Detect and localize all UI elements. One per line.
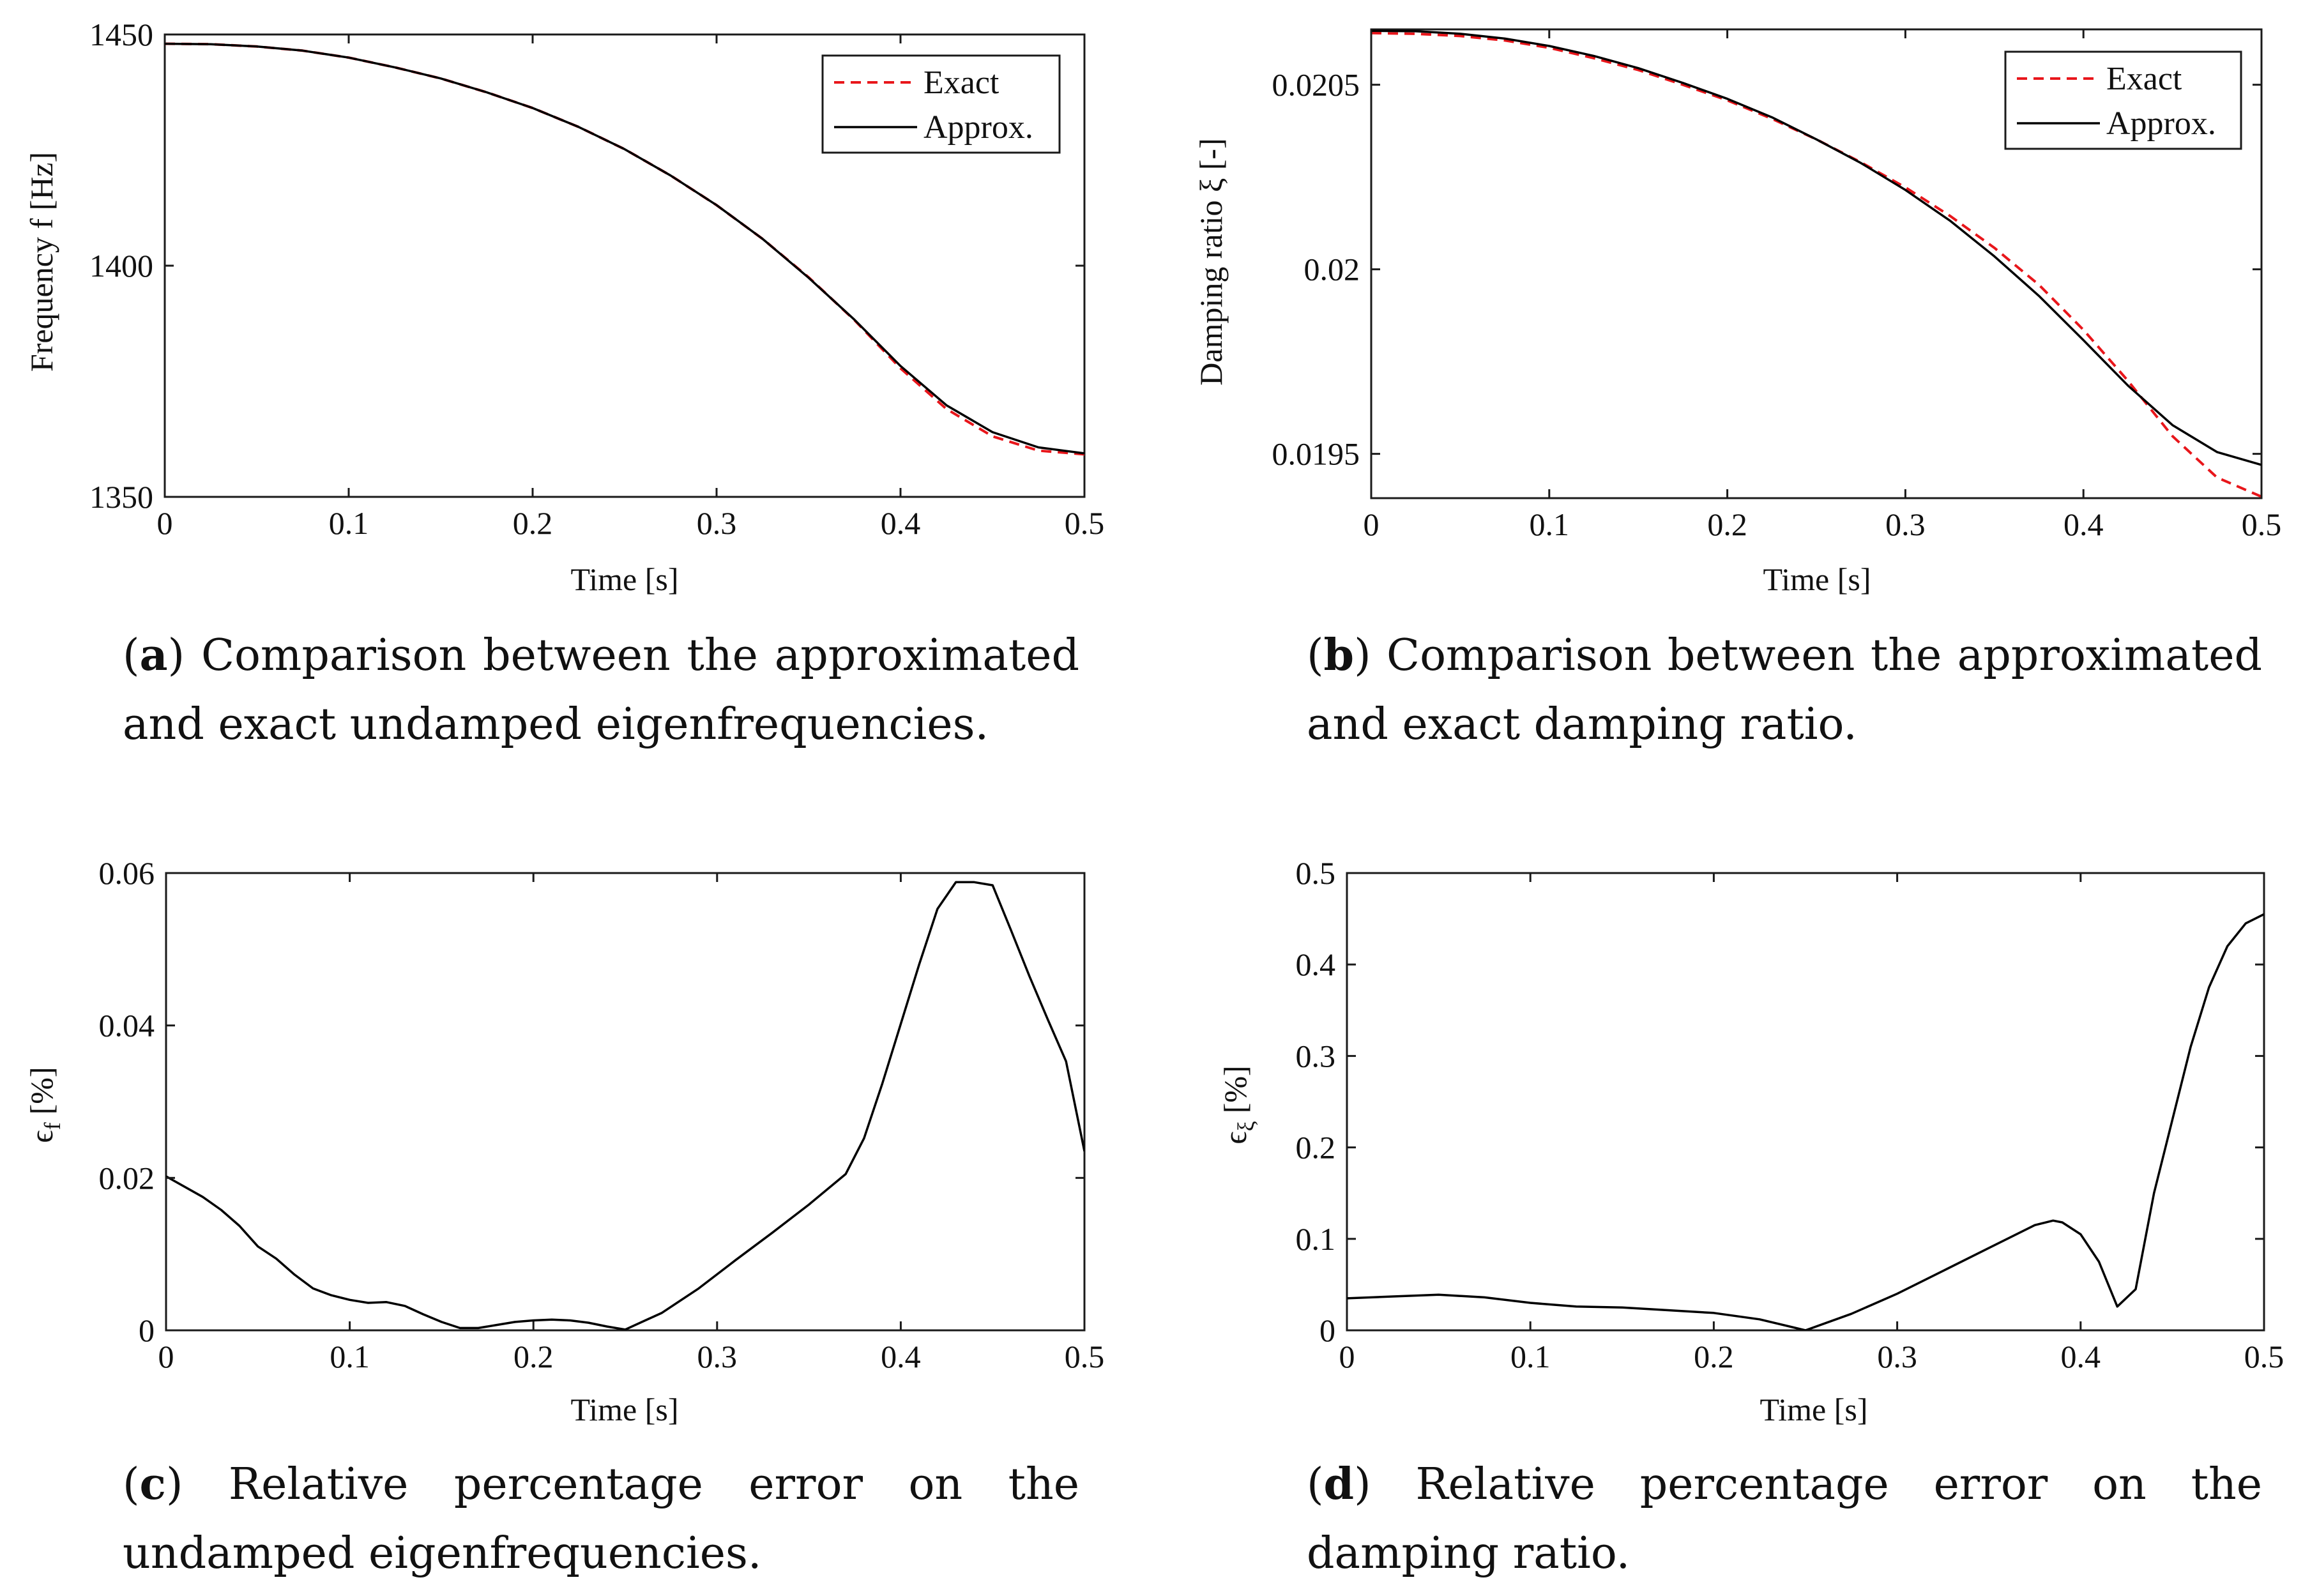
y-tick-label: 0.02 (99, 1160, 155, 1196)
y-axis-label: Frequency f [Hz] (24, 152, 59, 372)
series-line-approx (165, 42, 1084, 455)
x-tick-label: 0 (157, 505, 173, 541)
y-tick-label: 1350 (89, 479, 153, 515)
y-tick-label: 0 (1319, 1312, 1335, 1348)
y-tick-label: 0.1 (1296, 1221, 1336, 1257)
y-tick-label: 0.02 (1304, 252, 1360, 287)
y-axis-label-subscript: f (40, 1122, 65, 1130)
x-tick-label: 0.4 (881, 1339, 921, 1374)
legend-box (2004, 50, 2242, 150)
y-tick-label: 0.0195 (1272, 436, 1360, 472)
x-tick-label: 0.1 (329, 505, 369, 541)
caption-b: (b) Comparison between the approximated … (1307, 630, 2262, 750)
y-tick-label: 1400 (89, 248, 153, 284)
y-axis-label: ϵf [%] (24, 1067, 65, 1143)
panel-c: ϵf [%] Time [s] 0 0.1 0.2 0.3 0.4 0.5 0 0.02 0.04… (0, 830, 1152, 1596)
y-axis-label-symbol: ϵ (24, 1130, 59, 1143)
x-tick-label: 0.4 (881, 505, 921, 541)
y-axis-label-subscript: ξ (1233, 1121, 1259, 1131)
x-tick-label: 0.2 (513, 1339, 554, 1374)
series-line-error (1347, 913, 2264, 1330)
y-tick-label: 0.4 (1296, 946, 1336, 982)
caption-letter: d (1323, 1459, 1355, 1510)
y-axis-label-unit: [%] (24, 1067, 59, 1114)
caption-text: Comparison between the approximated and … (1307, 630, 2262, 750)
legend-label: Exact (923, 65, 999, 101)
caption-letter: a (139, 630, 168, 681)
chart-c: ϵf [%] Time [s] 0 0.1 0.2 0.3 0.4 0.5 0 0.02 0.04… (24, 855, 1105, 1427)
x-tick-label: 0 (158, 1339, 174, 1374)
y-tick-label: 0.0205 (1272, 67, 1360, 103)
plot-area-frame (1370, 28, 2263, 499)
plot-area-frame (1346, 872, 2265, 1332)
y-tick-label: 0.5 (1296, 855, 1336, 891)
caption-d: (d) Relative percentage error on the dam… (1307, 1459, 2262, 1579)
y-tick-label: 0.3 (1296, 1038, 1336, 1074)
x-axis-label: Time [s] (570, 561, 678, 597)
x-tick-label: 0.3 (1877, 1339, 1917, 1374)
chart-d: ϵξ [%] Time [s] 0 0.1 0.2 0.3 0.4 0.5 0 0.1 0.2 0.… (1217, 855, 2284, 1427)
x-tick-label: 0 (1364, 506, 1380, 542)
caption-letter: b (1323, 630, 1355, 681)
series-line-approx (1371, 29, 2261, 466)
x-tick-label: 0.5 (1065, 505, 1105, 541)
caption-text: Relative percentage error on the damping… (1307, 1459, 2262, 1579)
x-tick-label: 0.4 (2061, 1339, 2101, 1374)
y-axis-label-unit: [%] (1217, 1065, 1253, 1113)
y-tick-label: 0.06 (99, 855, 155, 891)
x-tick-label: 0.3 (697, 505, 737, 541)
legend-label: Approx. (923, 109, 1033, 146)
x-tick-label: 0.1 (1530, 506, 1570, 542)
x-tick-label: 0.5 (1065, 1339, 1105, 1374)
caption-a: (a) Comparison between the approximated … (123, 630, 1079, 750)
y-tick-label: 0.04 (99, 1008, 155, 1044)
chart-a: Frequency f [Hz] Time [s] 0 0.1 0.2 0.3 0.4 0… (24, 17, 1105, 597)
x-tick-label: 0.1 (330, 1339, 370, 1374)
panel-a: Frequency f [Hz] Time [s] 0 0.1 0.2 0.3 0.4 0… (0, 0, 1152, 766)
legend-label: Approx. (2106, 105, 2216, 142)
panel-b: Damping ratio ξ [-] Time [s] 0 0.1 0.2 0.3 0… (1152, 0, 2303, 766)
x-tick-label: 0.5 (2242, 506, 2282, 542)
caption-c: (c) Relative percentage error on the und… (123, 1459, 1079, 1579)
x-tick-label: 0.1 (1510, 1339, 1551, 1374)
y-axis-label: Damping ratio ξ [-] (1193, 138, 1229, 385)
y-axis-label-symbol: ϵ (1217, 1131, 1253, 1144)
x-tick-label: 0.2 (513, 505, 553, 541)
legend-box (821, 54, 1061, 154)
chart-b: Damping ratio ξ [-] Time [s] 0 0.1 0.2 0.3 0… (1193, 28, 2282, 597)
legend: Exact Approx. (821, 54, 1061, 154)
x-tick-label: 0.4 (2064, 506, 2104, 542)
x-axis-label: Time [s] (1763, 561, 1871, 597)
plot-area-frame (165, 872, 1086, 1332)
x-tick-label: 0.2 (1694, 1339, 1734, 1374)
caption-text: Comparison between the approximated and … (123, 630, 1079, 750)
x-tick-label: 0.5 (2244, 1339, 2284, 1374)
panel-d: ϵξ [%] Time [s] 0 0.1 0.2 0.3 0.4 0.5 0 0.1 0.2 0.… (1152, 830, 2303, 1596)
x-tick-label: 0.3 (697, 1339, 738, 1374)
x-axis-label: Time [s] (1760, 1392, 1867, 1427)
legend: Exact Approx. (2004, 50, 2242, 150)
x-tick-label: 0.3 (1885, 506, 1926, 542)
caption-letter: c (139, 1459, 166, 1510)
y-tick-label: 1450 (89, 17, 153, 52)
x-tick-label: 0 (1339, 1339, 1355, 1374)
x-axis-label: Time [s] (570, 1392, 678, 1427)
legend-label: Exact (2106, 61, 2182, 97)
caption-text: Relative percentage error on the undampe… (123, 1459, 1079, 1579)
y-tick-label: 0.2 (1296, 1130, 1336, 1166)
x-tick-label: 0.2 (1707, 506, 1747, 542)
series-line-exact (1371, 31, 2261, 498)
y-axis-label: ϵξ [%] (1217, 1065, 1259, 1144)
y-tick-label: 0 (139, 1312, 155, 1348)
series-line-error (166, 881, 1084, 1330)
